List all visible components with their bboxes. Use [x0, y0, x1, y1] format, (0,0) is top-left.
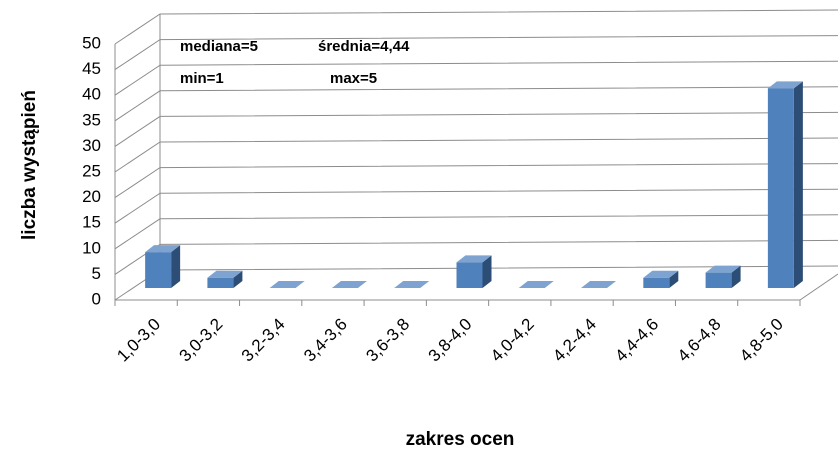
bar — [269, 281, 305, 288]
x-tick-label: 1,0-3,0 — [113, 315, 164, 366]
bar-top — [456, 255, 492, 263]
bar-side — [482, 255, 492, 288]
x-tick-label: 4,0-4,2 — [487, 315, 538, 366]
bar-top — [643, 270, 679, 278]
bar-front — [207, 277, 234, 288]
bar-top — [581, 281, 617, 288]
x-tick-label: 3,2-3,4 — [238, 315, 289, 366]
annotation: min=1 — [180, 70, 224, 87]
bar-side — [793, 81, 803, 288]
bar-front — [705, 272, 732, 288]
y-tick-label: 35 — [82, 110, 101, 129]
bar-top — [145, 245, 181, 253]
bar-top — [207, 270, 243, 278]
x-tick-label: 4,6-4,8 — [674, 315, 725, 366]
bar-top — [394, 281, 430, 288]
bar-top — [705, 265, 741, 273]
bar-top — [518, 281, 554, 288]
bar-side — [233, 270, 243, 288]
bar-top — [767, 81, 803, 89]
bar-top — [331, 281, 367, 288]
bar-front — [145, 252, 172, 288]
x-tick-label: 3,6-3,8 — [362, 315, 413, 366]
y-tick-label: 5 — [92, 264, 101, 283]
bar — [643, 270, 679, 288]
bar — [207, 270, 243, 288]
bar-side — [669, 270, 679, 288]
bar — [581, 281, 617, 288]
y-tick-label: 15 — [82, 213, 101, 232]
x-tick-label: 4,8-5,0 — [736, 315, 787, 366]
bar-front — [767, 88, 794, 288]
bar — [767, 81, 803, 288]
x-tick-label: 4,4-4,6 — [611, 315, 662, 366]
annotation: mediana=5 — [180, 38, 258, 55]
bar — [331, 281, 367, 288]
x-tick-label: 3,8-4,0 — [425, 315, 476, 366]
bar-side — [171, 245, 181, 288]
bar — [705, 265, 741, 288]
y-tick-label: 0 — [92, 289, 101, 308]
bar-front — [643, 277, 670, 288]
y-tick-label: 20 — [82, 187, 101, 206]
bar — [394, 281, 430, 288]
x-axis-title: zakres ocen — [406, 429, 515, 450]
x-tick-label: 4,2-4,4 — [549, 315, 600, 366]
y-axis-title: liczba wystąpień — [19, 90, 40, 240]
floor-right — [799, 273, 838, 301]
y-tick-label: 45 — [82, 59, 101, 78]
y-tick-label: 10 — [82, 238, 101, 257]
x-tick-label: 3,4-3,6 — [300, 315, 351, 366]
bar — [518, 281, 554, 288]
y-tick-label: 30 — [82, 136, 101, 155]
bar-top — [269, 281, 305, 288]
y-tick-label: 40 — [82, 85, 101, 104]
annotation: średnia=4,44 — [318, 38, 410, 55]
bar — [456, 255, 492, 288]
y-tick-label: 25 — [82, 161, 101, 180]
y-tick-label: 50 — [82, 33, 101, 52]
x-tick-label: 3,0-3,2 — [176, 315, 227, 366]
bar-front — [456, 262, 483, 288]
annotation: max=5 — [330, 70, 377, 87]
bar — [145, 245, 181, 288]
bar-side — [731, 265, 741, 288]
